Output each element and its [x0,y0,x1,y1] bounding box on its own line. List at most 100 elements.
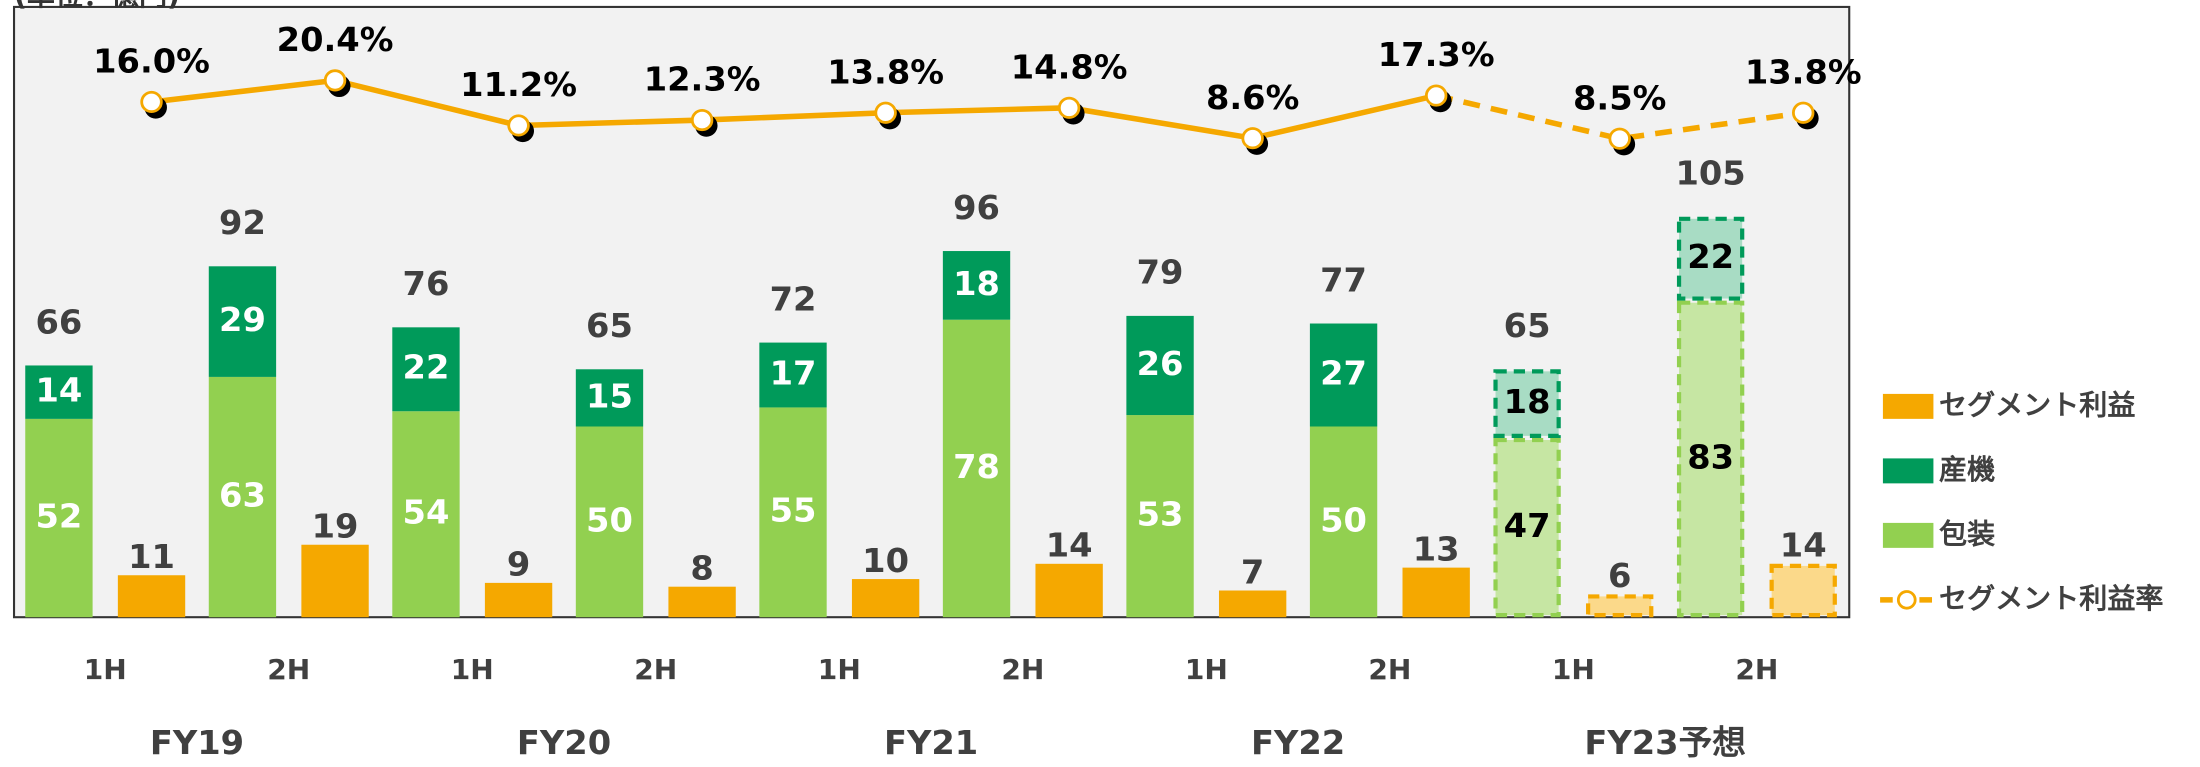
bar-label: 27 [1320,354,1367,393]
margin-marker [1608,127,1631,150]
bar-segment [1676,216,1745,301]
margin-label: 11.2% [460,65,577,104]
bar-label: 47 [1504,506,1551,545]
bar-segment [1126,415,1194,618]
group-label: FY23予想 [1584,723,1746,762]
bar-segment [575,369,644,427]
total-label: 65 [1504,306,1551,345]
profit-bar [1035,563,1103,618]
x-tick-label: 1H [1552,653,1595,686]
x-tick-label: 1H [818,653,861,686]
bar-segment [392,327,460,412]
profit-bar [1218,590,1287,618]
legend-label: セグメント利益 [1939,388,2135,421]
bar-label: 15 [586,377,633,416]
legend-swatch [1882,522,1934,548]
bar-segment [208,266,277,377]
profit-bar [117,575,186,618]
total-label: 92 [219,203,266,242]
margin-label: 16.0% [93,42,210,81]
bar-label: 22 [1687,237,1734,276]
margin-marker [140,90,163,114]
group-label: FY19 [150,723,244,762]
bar-label: 63 [219,476,266,515]
bar-segment [1309,426,1378,618]
margin-marker [874,101,897,124]
bar-segment [1126,315,1194,416]
profit-bar [1402,567,1470,618]
x-tick-label: 1H [84,653,127,686]
profit-bar [1769,563,1837,618]
bar-segment [942,251,1011,320]
bar-segment [25,418,93,618]
bar-segment [575,426,644,618]
profit-label: 10 [862,541,909,580]
total-label: 65 [586,306,633,345]
bar-label: 52 [36,497,83,536]
profit-bar [484,582,553,618]
x-tick-label: 1H [451,653,494,686]
margin-label: 20.4% [277,20,394,59]
bar-label: 55 [770,491,817,530]
bar-segment [25,365,93,419]
unit-label: (単位：億円) [14,0,180,12]
bar-segment [1493,437,1561,618]
bar-label: 50 [586,500,633,539]
total-label: 96 [953,188,1000,227]
bar-label: 22 [403,348,450,387]
profit-label: 7 [1241,552,1264,591]
total-label: 79 [1137,253,1184,292]
legend-swatch [1882,393,1934,419]
legend-marker [1896,590,1917,610]
group-label: FY20 [517,723,611,762]
profit-bar [668,586,736,618]
profit-label: 14 [1780,526,1827,565]
bar-segment [1676,300,1745,618]
legend-label: 産機 [1939,453,1995,486]
profit-label: 19 [312,507,359,546]
profit-bar [1586,594,1654,618]
x-tick-label: 2H [1735,653,1778,686]
bar-label: 14 [36,371,83,410]
margin-line [151,77,1437,142]
margin-label: 14.8% [1011,48,1128,87]
margin-label: 8.6% [1206,78,1299,117]
margin-marker [690,108,714,132]
margin-marker [1791,101,1815,124]
x-tick-label: 2H [267,653,310,686]
bar-label: 54 [403,493,450,532]
profit-label: 9 [507,545,530,584]
profit-label: 8 [690,549,713,588]
margin-label: 8.5% [1573,78,1666,117]
total-label: 105 [1675,154,1745,193]
profit-label: 11 [128,537,175,576]
x-tick-label: 2H [1001,653,1044,686]
bar-label: 18 [953,264,1000,303]
total-label: 77 [1320,261,1367,300]
x-tick-label: 1H [1185,653,1228,686]
margin-marker [1424,84,1448,107]
profit-label: 14 [1046,526,1093,565]
margin-marker [1057,96,1081,119]
bar-label: 26 [1137,344,1184,383]
margin-marker [323,69,347,92]
total-label: 72 [770,280,817,319]
bar-label: 50 [1320,500,1367,539]
bar-segment [759,342,827,408]
margin-label: 13.8% [827,53,944,92]
profit-label: 6 [1608,556,1631,595]
legend-label: セグメント利益率 [1939,582,2163,615]
profit-bar [851,579,920,618]
bar-segment [208,376,277,618]
legend-label: 包装 [1939,517,1995,550]
bar-label: 29 [219,300,266,339]
margin-line [1435,92,1804,142]
x-tick-label: 2H [634,653,677,686]
bar-label: 17 [770,354,817,393]
legend-swatch [1882,458,1934,484]
profit-label: 13 [1413,530,1460,569]
bar-segment [1309,323,1378,427]
bar-label: 18 [1504,382,1551,421]
bar-label: 78 [953,447,1000,486]
